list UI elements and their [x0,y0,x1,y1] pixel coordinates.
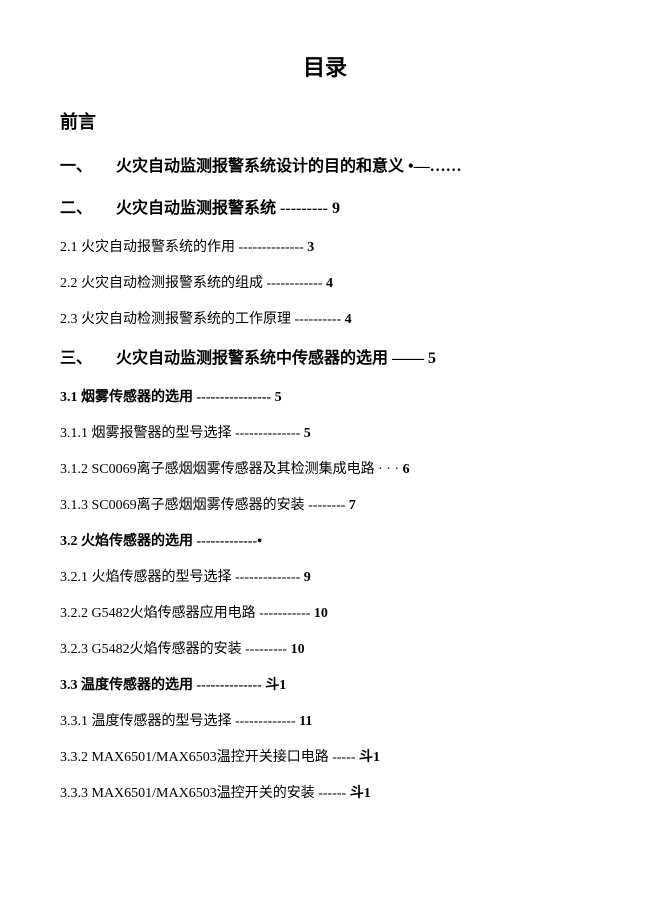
section-number: 3.1.1 [60,426,88,441]
section-number: 3.2 [60,534,78,549]
leader: ------ [318,786,346,801]
section-number: 2.1 [60,240,78,255]
toc-section-1: 一、 火灾自动监测报警系统设计的目的和意义 •—…… [60,152,590,176]
leader: —— [392,350,424,367]
page-number: 4 [326,276,333,291]
section-text: 火焰传感器的型号选择 [92,570,232,585]
section-number: 3.1.2 [60,462,92,477]
page-number: 5 [304,426,311,441]
leader: •—…… [408,158,462,175]
toc-section-3-1-1: 3.1.1 烟雾报警器的型号选择 -------------- 5 [60,422,590,442]
page-number: 10 [291,642,305,657]
section-number: 三、 [60,350,92,367]
page-number: 10 [314,606,328,621]
leader: ------------ [267,276,323,291]
leader: ----------- [259,606,310,621]
page-number: 4 [345,312,352,327]
leader: -------------• [197,534,263,549]
section-text: MAX6501/MAX6503温控开关接口电路 [92,750,329,765]
section-text: 火灾自动检测报警系统的工作原理 [81,312,291,327]
section-number: 3.3.2 [60,750,92,765]
toc-section-3-1-2: 3.1.2 SC0069离子感烟烟雾传感器及其检测集成电路 · · · 6 [60,458,590,478]
toc-section-2: 二、 火灾自动监测报警系统 --------- 9 [60,194,590,218]
toc-section-3-1-3: 3.1.3 SC0069离子感烟烟雾传感器的安装 -------- 7 [60,494,590,514]
leader: --------- [245,642,287,657]
section-text: G5482火焰传感器应用电路 [92,606,256,621]
toc-section-3-2: 3.2 火焰传感器的选用 -------------• [60,530,590,550]
leader: -------------- [197,678,262,693]
toc-section-3-2-1: 3.2.1 火焰传感器的型号选择 -------------- 9 [60,566,590,586]
section-number: 2.2 [60,276,78,291]
section-text: 温度传感器的选用 [81,678,193,693]
page-number: 11 [299,714,312,729]
section-number: 2.3 [60,312,78,327]
section-text: 火灾自动监测报警系统中传感器的选用 [116,350,388,367]
leader: -------- [308,498,345,513]
leader: ----- [332,750,355,765]
page-number: 斗1 [265,678,286,693]
section-number: 3.1.3 [60,498,92,513]
page-number: 斗1 [359,750,380,765]
toc-section-3-3-3: 3.3.3 MAX6501/MAX6503温控开关的安装 ------ 斗1 [60,782,590,802]
leader: ---------- [295,312,342,327]
leader: ------------- [235,714,296,729]
toc-section-3-3-1: 3.3.1 温度传感器的型号选择 ------------- 11 [60,710,590,730]
section-text: SC0069离子感烟烟雾传感器的安装 [92,498,305,513]
section-text: 火灾自动监测报警系统设计的目的和意义 [116,158,404,175]
page-number: 9 [332,200,340,217]
leader: · · · [378,462,403,477]
toc-section-3: 三、 火灾自动监测报警系统中传感器的选用 —— 5 [60,344,590,368]
page-number: 7 [349,498,356,513]
toc-section-3-2-3: 3.2.3 G5482火焰传感器的安装 --------- 10 [60,638,590,658]
toc-section-3-3: 3.3 温度传感器的选用 -------------- 斗1 [60,674,590,694]
toc-section-2-1: 2.1 火灾自动报警系统的作用 -------------- 3 [60,236,590,256]
toc-section-3-2-2: 3.2.2 G5482火焰传感器应用电路 ----------- 10 [60,602,590,622]
page-number: 5 [428,350,436,367]
section-number: 3.2.3 [60,642,92,657]
section-text: G5482火焰传感器的安装 [92,642,242,657]
section-text: 火灾自动报警系统的作用 [81,240,235,255]
preface-heading: 前言 [60,108,590,134]
section-number: 3.2.1 [60,570,88,585]
section-text: 烟雾报警器的型号选择 [92,426,232,441]
section-text: MAX6501/MAX6503温控开关的安装 [92,786,315,801]
section-number: 3.2.2 [60,606,92,621]
section-number: 二、 [60,200,92,217]
section-text: 烟雾传感器的选用 [81,390,193,405]
section-number: 一、 [60,158,92,175]
page-number: 3 [307,240,314,255]
section-number: 3.1 [60,390,78,405]
section-text: 火灾自动检测报警系统的组成 [81,276,263,291]
section-number: 3.3.3 [60,786,92,801]
leader: --------- [280,200,328,217]
page-number: 9 [304,570,311,585]
toc-title: 目录 [60,50,590,82]
leader: ---------------- [197,390,272,405]
toc-section-3-3-2: 3.3.2 MAX6501/MAX6503温控开关接口电路 ----- 斗1 [60,746,590,766]
page-number: 5 [275,390,282,405]
leader: -------------- [235,570,300,585]
section-text: 火焰传感器的选用 [81,534,193,549]
section-text: 火灾自动监测报警系统 [116,200,276,217]
toc-section-3-1: 3.1 烟雾传感器的选用 ---------------- 5 [60,386,590,406]
section-text: SC0069离子感烟烟雾传感器及其检测集成电路 [92,462,375,477]
leader: -------------- [235,426,300,441]
section-number: 3.3 [60,678,78,693]
toc-section-2-2: 2.2 火灾自动检测报警系统的组成 ------------ 4 [60,272,590,292]
section-text: 温度传感器的型号选择 [92,714,232,729]
leader: -------------- [239,240,304,255]
page-number: 6 [403,462,410,477]
page-number: 斗1 [350,786,371,801]
section-number: 3.3.1 [60,714,88,729]
toc-section-2-3: 2.3 火灾自动检测报警系统的工作原理 ---------- 4 [60,308,590,328]
